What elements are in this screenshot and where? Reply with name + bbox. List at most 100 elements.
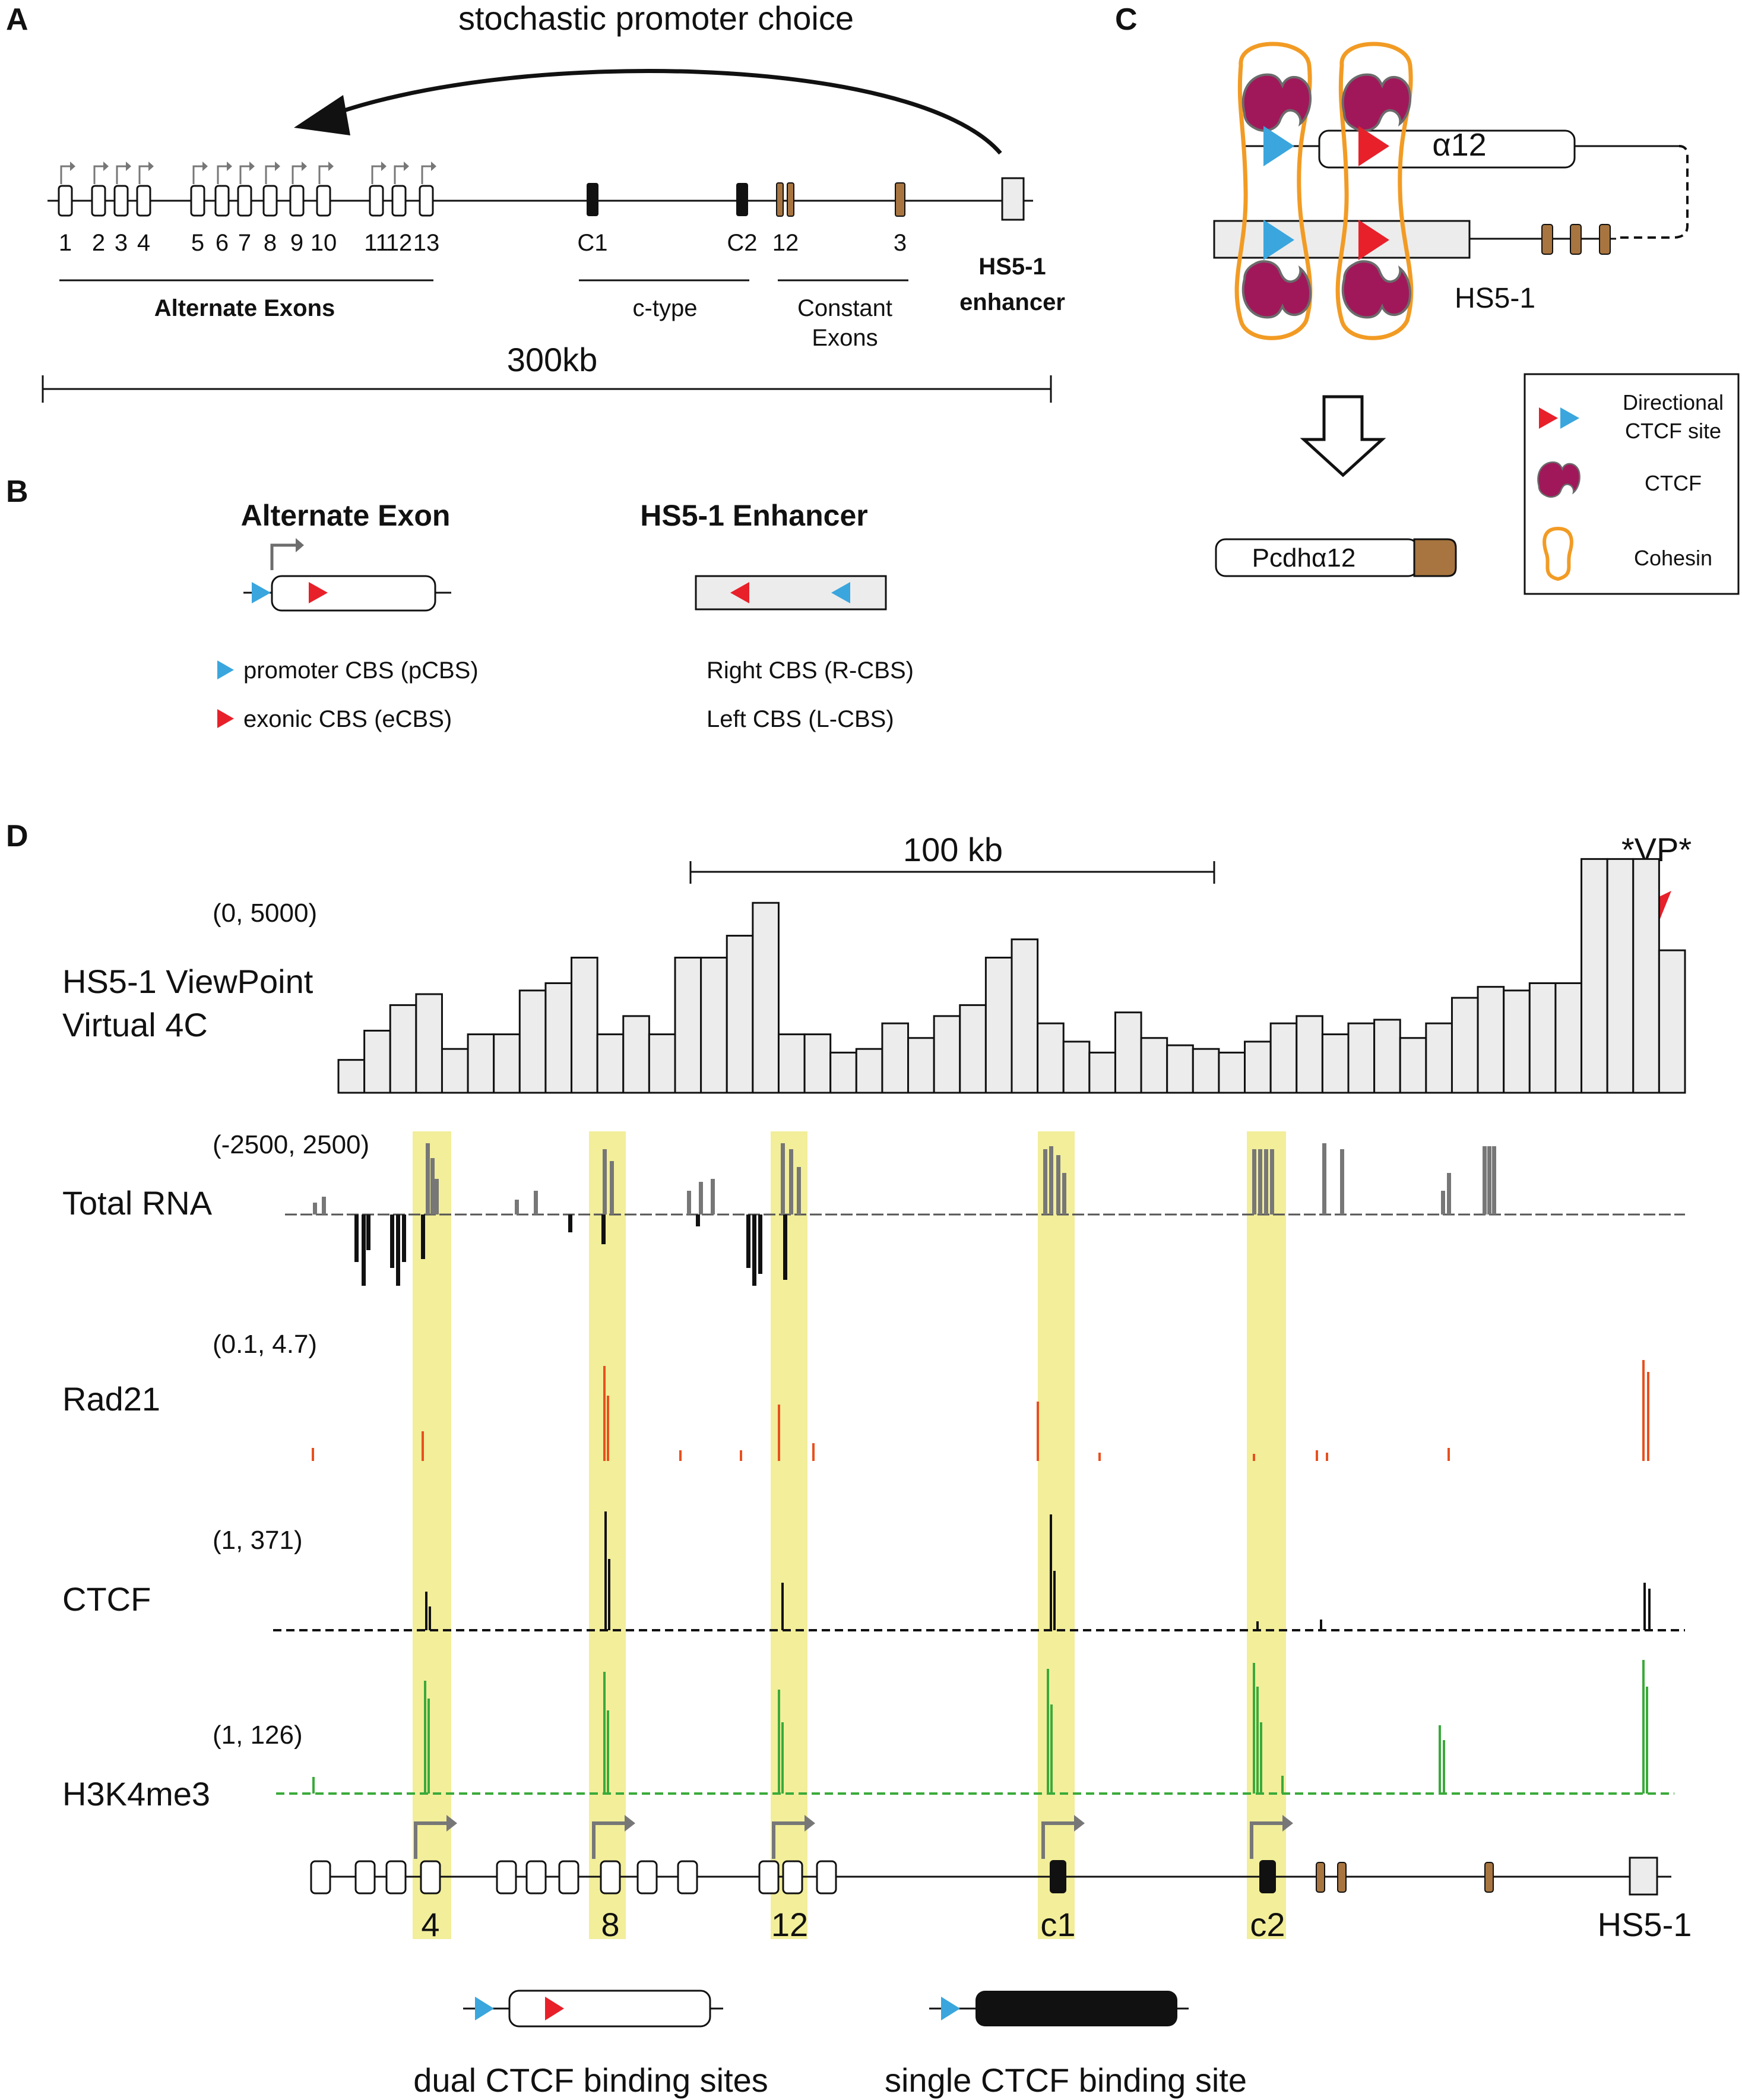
exon-number: 6 [216, 230, 229, 256]
promoter-arrowhead [328, 162, 334, 171]
c-loop-dashed-line [1616, 145, 1689, 239]
gene-constant-exon [1484, 1862, 1494, 1893]
d-ctcf-track [273, 1511, 1685, 1631]
panel-a-label: A [6, 2, 28, 37]
signal-peak [604, 1511, 607, 1630]
gene-promoter-arrowhead [1282, 1815, 1293, 1832]
arrow-text: stochastic promoter choice [458, 0, 854, 37]
gene-exon-box [525, 1860, 547, 1895]
signal-peak [1253, 1454, 1255, 1461]
gene-exon-box [600, 1860, 621, 1895]
c-legend-site-1: Directional [1623, 390, 1724, 415]
constant-label-1: Constant [797, 295, 892, 321]
v4c-bar [1011, 938, 1039, 1094]
v4c-bar [1218, 1051, 1246, 1094]
signal-peak [1047, 1669, 1049, 1794]
b-rcbs-label: Right CBS (R-CBS) [707, 657, 914, 684]
v4c-bar [1114, 1011, 1142, 1094]
exon-number: 7 [238, 230, 251, 256]
ctcf-protein-icon [1341, 73, 1411, 132]
d-ctcf-range: (1, 371) [213, 1526, 303, 1555]
rna-minus-peak [362, 1215, 366, 1286]
signal-peak [603, 1672, 606, 1794]
v4c-bar [674, 956, 702, 1094]
alternate-exon-box [214, 185, 230, 217]
d-single-blue-triangle [941, 1997, 960, 2020]
gene-exon-box [758, 1860, 780, 1895]
v4c-bar [777, 1033, 806, 1094]
rna-minus-peak [752, 1215, 756, 1286]
promoter-arrow [421, 165, 432, 184]
c-alpha12-exon [1318, 129, 1576, 169]
v4c-bar [441, 1048, 469, 1094]
b-enhancer-box [695, 575, 887, 611]
v4c-bar [933, 1015, 961, 1094]
panel-b: B Alternate Exon HS5-1 Enhancer promoter… [6, 475, 914, 732]
c2-label: C2 [727, 230, 757, 256]
rna-plus-peak [797, 1167, 801, 1215]
promoter-arrowhead [148, 162, 154, 171]
constant-exon-3 [895, 182, 905, 217]
v4c-bar [1554, 982, 1583, 1094]
ctcf-protein-icon [1241, 73, 1312, 132]
exon-number: 3 [115, 230, 128, 256]
v4c-bar [1503, 989, 1531, 1094]
v4c-bar [415, 993, 443, 1094]
v4c-bar [1321, 1033, 1350, 1094]
c-product-constant [1413, 538, 1457, 577]
v4c-bar [1062, 1040, 1091, 1094]
v4c-bar [1528, 982, 1557, 1094]
v4c-bar [1658, 949, 1686, 1094]
rna-plus-peak [313, 1203, 317, 1215]
v4c-bar [1425, 1022, 1453, 1094]
v4c-bar [518, 989, 547, 1094]
v4c-bar [855, 1048, 883, 1094]
rna-plus-peak [430, 1158, 435, 1215]
v4c-bar [622, 1015, 650, 1094]
v4c-bar [1296, 1015, 1323, 1094]
rna-plus-peak [1487, 1146, 1491, 1215]
gene-exon-box [636, 1860, 658, 1895]
v4c-bar [337, 1059, 366, 1094]
promoter-arrowhead [126, 162, 131, 171]
v4c-bar [1581, 858, 1608, 1094]
d-v4c-name-2: Virtual 4C [62, 1006, 208, 1043]
signal-peak [1253, 1663, 1255, 1794]
rna-plus-peak [1049, 1146, 1053, 1215]
signal-peak [312, 1777, 315, 1794]
d-single-exon-box [975, 1991, 1177, 2026]
signal-peak [778, 1405, 780, 1461]
rna-plus-peak [534, 1191, 538, 1215]
alternate-exon-box [369, 185, 384, 217]
alternate-exon-box [289, 185, 305, 217]
exon-number: 13 [413, 230, 440, 256]
promoter-arrow [394, 165, 405, 184]
c-hs51-label: HS5-1 [1455, 283, 1535, 314]
alternate-exons-label: Alternate Exons [154, 295, 335, 321]
v4c-bar [544, 982, 573, 1094]
d-v4c-bars [337, 858, 1686, 1094]
ctcf-protein-icon [1537, 461, 1581, 498]
signal-peak [1642, 1660, 1645, 1794]
gene-promoter-arrow [414, 1821, 448, 1859]
c2-exon [736, 183, 748, 216]
rna-minus-peak [354, 1215, 359, 1262]
rna-plus-peak [1441, 1191, 1445, 1215]
b-ecbs-label: exonic CBS (eCBS) [243, 706, 452, 732]
d-h3k4me3-range: (1, 126) [213, 1721, 303, 1750]
promoter-arrow [217, 165, 228, 184]
hs51-enhancer-title: HS5-1 Enhancer [640, 499, 867, 532]
d-rna-name: Total RNA [62, 1184, 213, 1222]
exon-number: 8 [264, 230, 277, 256]
gene-hs51-box [1629, 1857, 1658, 1896]
panel-d-label: D [6, 819, 28, 853]
promoter-arrow [318, 165, 330, 184]
signal-peak [1439, 1725, 1441, 1794]
panel-c-label: C [1115, 2, 1138, 37]
gene-exon-box [385, 1860, 407, 1895]
c-red-site-bottom [1358, 220, 1389, 260]
d-dual-blue-triangle [475, 1997, 494, 2020]
v4c-bar [829, 1051, 857, 1094]
gene-promoter-arrowhead [805, 1815, 815, 1832]
